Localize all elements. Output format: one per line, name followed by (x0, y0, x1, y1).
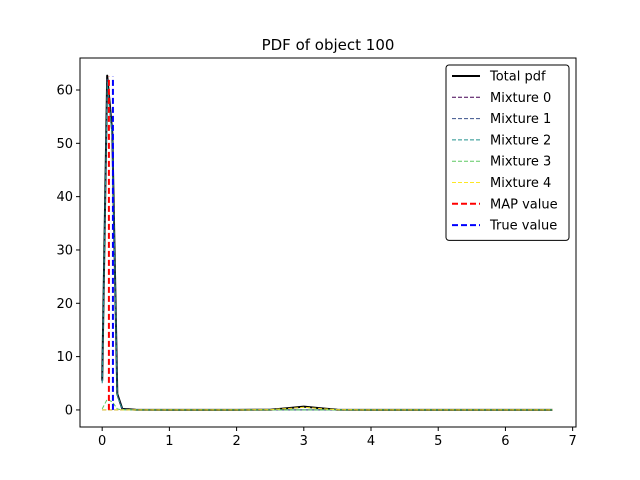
y-tick-label-0: 0 (65, 403, 73, 418)
y-tick-label-1: 10 (56, 350, 73, 365)
y-tick-label-5: 50 (56, 137, 73, 152)
y-tick-label-2: 20 (56, 297, 73, 312)
chart-title: PDF of object 100 (262, 36, 395, 54)
x-tick-label-1: 1 (165, 434, 173, 449)
x-tick-label-7: 7 (568, 434, 576, 449)
legend: Total pdf Mixture 0 Mixture 1 Mixture 2 Mixt… (445, 64, 570, 241)
series-line-5 (102, 406, 553, 411)
x-tick-label-3: 3 (300, 434, 308, 449)
legend-label-0: Total pdf (489, 70, 546, 85)
legend-label-4: Mixture 3 (490, 155, 551, 170)
x-tick-label-6: 6 (501, 434, 509, 449)
x-tick-label-2: 2 (232, 434, 240, 449)
y-tick-label-3: 30 (56, 243, 73, 258)
x-tick-label-0: 0 (98, 434, 106, 449)
legend-label-2: Mixture 1 (490, 112, 551, 127)
axes: 0 1 2 3 4 5 6 7 0 10 20 30 40 50 60 (56, 57, 577, 449)
axes-frame (79, 57, 577, 428)
series-group (101, 74, 553, 411)
legend-label-6: MAP value (490, 197, 558, 212)
plot-area (101, 74, 553, 411)
series-line-4 (101, 398, 553, 411)
x-tick-label-4: 4 (367, 434, 375, 449)
legend-label-5: Mixture 4 (490, 176, 551, 191)
legend-label-3: Mixture 2 (490, 133, 551, 148)
y-tick-label-6: 60 (56, 83, 73, 98)
legend-label-7: True value (489, 219, 557, 234)
legend-box (445, 64, 570, 241)
y-tick-label-4: 40 (56, 190, 73, 205)
legend-label-1: Mixture 0 (490, 91, 551, 106)
x-tick-label-5: 5 (434, 434, 442, 449)
